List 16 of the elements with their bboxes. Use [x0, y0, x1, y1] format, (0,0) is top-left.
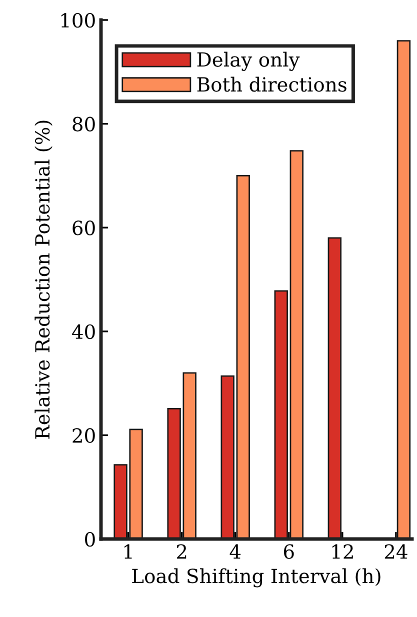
y-axis-title: Relative Reduction Potential (%) — [34, 120, 52, 439]
legend-label: Delay only — [197, 52, 300, 71]
x-tick-label: 2 — [176, 544, 186, 559]
y-tick-label: 60 — [72, 220, 95, 236]
x-tick-label: 12 — [332, 544, 353, 559]
y-tick-label: 80 — [72, 116, 95, 132]
x-tick-label: 1 — [124, 544, 132, 559]
x-axis-title: Load Shifting Interval (h) — [132, 568, 380, 588]
y-tick-label: 40 — [72, 324, 95, 340]
x-tick-label: 4 — [230, 544, 241, 559]
y-tick-label: 100 — [61, 12, 95, 28]
x-tick-label: 24 — [384, 544, 408, 559]
y-tick-label: 20 — [72, 428, 95, 443]
x-tick-label: 6 — [284, 544, 294, 559]
legend-label: Both directions — [197, 76, 346, 92]
y-tick-label: 0 — [85, 532, 95, 547]
